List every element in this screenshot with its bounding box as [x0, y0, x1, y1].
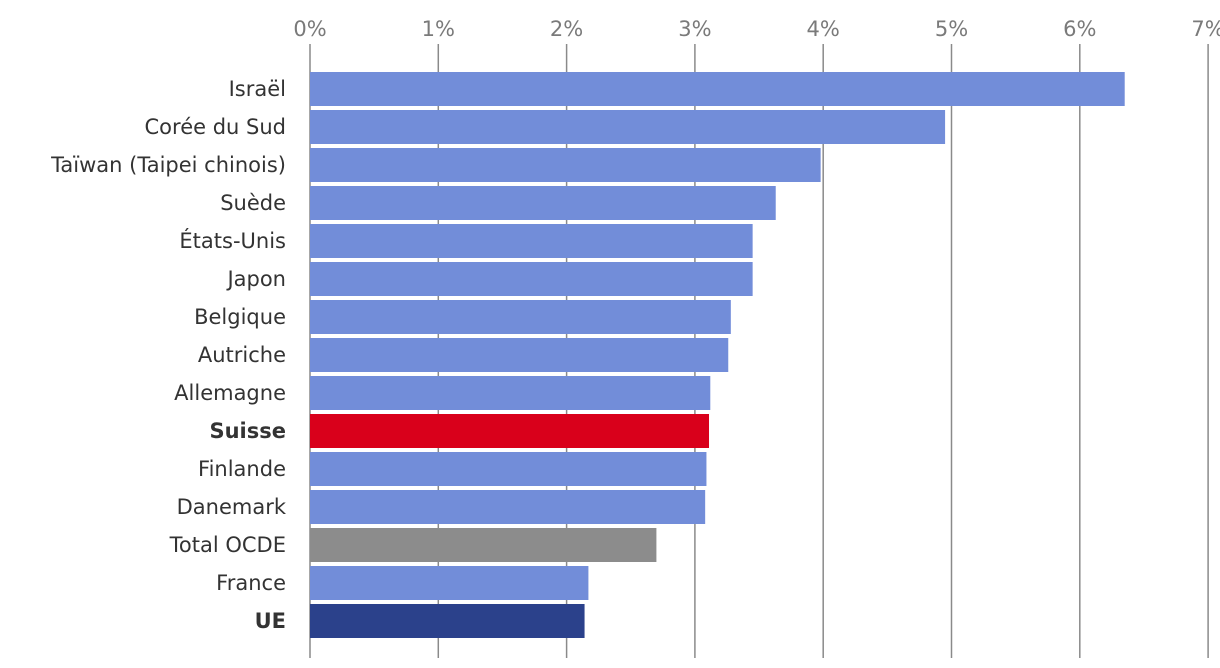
x-tick-label: 3% — [678, 17, 711, 41]
x-tick-label: 2% — [550, 17, 583, 41]
category-label: Taïwan (Taipei chinois) — [50, 153, 286, 177]
x-tick-label: 7% — [1191, 17, 1220, 41]
category-label: Suède — [220, 191, 286, 215]
x-tick-label: 0% — [293, 17, 326, 41]
x-tick-label: 6% — [1063, 17, 1096, 41]
category-label: Belgique — [194, 305, 286, 329]
category-label: Allemagne — [174, 381, 286, 405]
bar — [310, 338, 729, 372]
category-label: Suisse — [209, 419, 286, 443]
category-label: États-Unis — [179, 228, 286, 253]
category-label: Finlande — [198, 457, 286, 481]
bar — [310, 604, 585, 638]
category-label: Autriche — [198, 343, 286, 367]
bar — [310, 452, 707, 486]
category-label: Corée du Sud — [145, 115, 286, 139]
bar-layer — [310, 72, 1125, 638]
bar — [310, 376, 711, 410]
bar — [310, 148, 821, 182]
bar — [310, 414, 710, 448]
bar — [310, 528, 657, 562]
bar — [310, 72, 1125, 106]
category-label: Israël — [229, 77, 286, 101]
bar — [310, 110, 946, 144]
category-label: Danemark — [177, 495, 287, 519]
bar — [310, 300, 731, 334]
x-tick-label: 1% — [422, 17, 455, 41]
category-label: France — [216, 571, 286, 595]
bar — [310, 490, 706, 524]
x-tick-label: 4% — [807, 17, 840, 41]
label-layer: 0% 1% 2% 3% 4% 5% 6% 7% Israël Corée du Sud Taïwan… — [50, 17, 1220, 633]
bar — [310, 186, 776, 220]
category-label: Japon — [225, 267, 286, 291]
bar — [310, 262, 753, 296]
x-tick-label: 5% — [935, 17, 968, 41]
category-label: UE — [255, 609, 286, 633]
bar — [310, 224, 753, 258]
category-label: Total OCDE — [169, 533, 286, 557]
bar — [310, 566, 589, 600]
